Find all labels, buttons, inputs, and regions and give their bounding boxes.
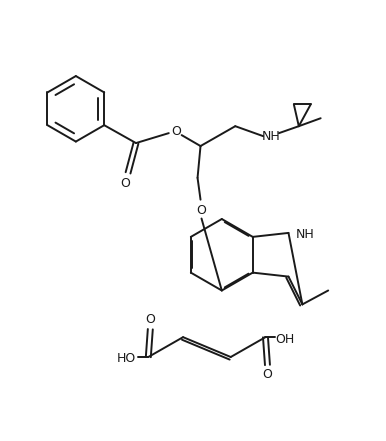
Text: O: O <box>171 125 181 138</box>
Text: HO: HO <box>117 352 136 366</box>
Text: O: O <box>146 313 155 326</box>
Text: O: O <box>120 177 130 190</box>
Text: O: O <box>262 368 273 381</box>
Text: NH: NH <box>296 228 315 241</box>
Text: O: O <box>196 204 207 217</box>
Text: NH: NH <box>262 130 280 142</box>
Text: OH: OH <box>276 333 295 346</box>
